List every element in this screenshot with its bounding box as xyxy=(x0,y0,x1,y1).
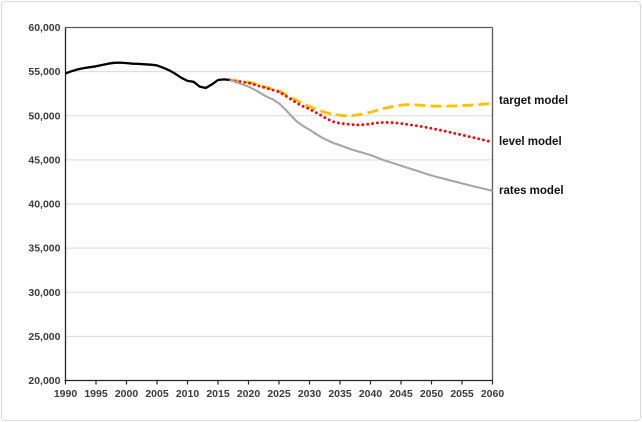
series-line-rates xyxy=(229,79,493,192)
series-line-level xyxy=(228,78,494,144)
x-tick-label: 2000 xyxy=(115,388,139,400)
series-label-target: target model xyxy=(499,95,569,107)
y-tick-label: 25,000 xyxy=(28,331,60,343)
x-tick-label: 2030 xyxy=(298,388,322,400)
x-tick-label: 2035 xyxy=(328,388,352,400)
x-tick-label: 2060 xyxy=(481,388,505,400)
x-tick-label: 2050 xyxy=(420,388,444,400)
x-tick-label: 2055 xyxy=(450,388,474,400)
x-tick-label: 2015 xyxy=(206,388,230,400)
y-tick-label: 40,000 xyxy=(28,199,60,211)
y-tick-label: 45,000 xyxy=(28,154,60,166)
y-tick-label: 55,000 xyxy=(28,66,60,78)
y-tick-label: 50,000 xyxy=(28,110,60,122)
x-tick-label: 1995 xyxy=(84,388,108,400)
x-tick-label: 1990 xyxy=(54,388,78,400)
x-tick-label: 2005 xyxy=(145,388,169,400)
x-tick-label: 2040 xyxy=(359,388,383,400)
y-tick-label: 20,000 xyxy=(28,375,60,387)
series-label-level: level model xyxy=(499,136,562,148)
y-tick-label: 35,000 xyxy=(28,243,60,255)
series-label-rates: rates model xyxy=(499,185,564,197)
series-line-target xyxy=(229,78,493,118)
y-tick-label: 60,000 xyxy=(28,22,60,34)
x-tick-label: 2010 xyxy=(176,388,200,400)
x-tick-label: 2020 xyxy=(237,388,261,400)
y-tick-label: 30,000 xyxy=(28,287,60,299)
x-tick-label: 2045 xyxy=(389,388,413,400)
x-tick-label: 2025 xyxy=(267,388,291,400)
series-line-historical xyxy=(65,61,231,90)
